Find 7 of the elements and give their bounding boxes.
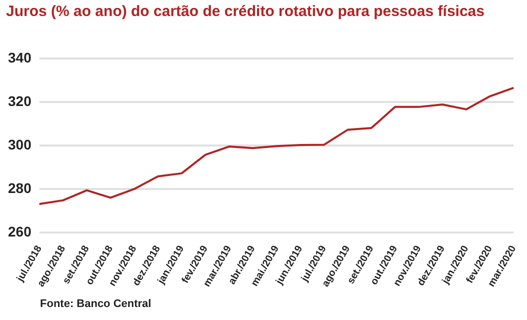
- y-tick-label: 300: [8, 136, 32, 152]
- y-tick-label: 340: [8, 49, 32, 66]
- y-tick-label: 260: [8, 223, 32, 240]
- source-note: Fonte: Banco Central: [40, 298, 152, 310]
- chart-title: Juros (% ao ano) do cartão de crédito rotativo para pessoas físicas: [6, 3, 486, 20]
- y-tick-label: 320: [8, 92, 32, 109]
- y-tick-label: 280: [8, 180, 32, 196]
